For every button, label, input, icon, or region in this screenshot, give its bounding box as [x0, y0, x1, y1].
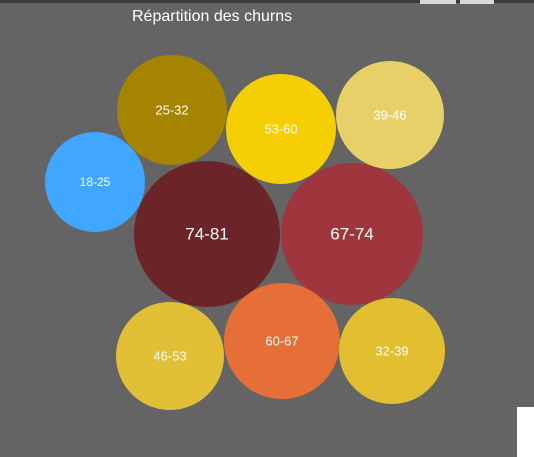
bubble-label-39-46: 39-46 [373, 108, 406, 123]
bubble-label-60-67: 60-67 [265, 334, 298, 349]
bubble-label-25-32: 25-32 [155, 103, 188, 118]
bubble-label-74-81: 74-81 [185, 225, 228, 244]
bubble-label-67-74: 67-74 [330, 225, 373, 244]
corner-panel [517, 407, 534, 457]
bubble-label-53-60: 53-60 [264, 122, 297, 137]
bubble-label-46-53: 46-53 [153, 349, 186, 364]
bubble-label-32-39: 32-39 [375, 344, 408, 359]
bubble-label-18-25: 18-25 [80, 175, 111, 189]
